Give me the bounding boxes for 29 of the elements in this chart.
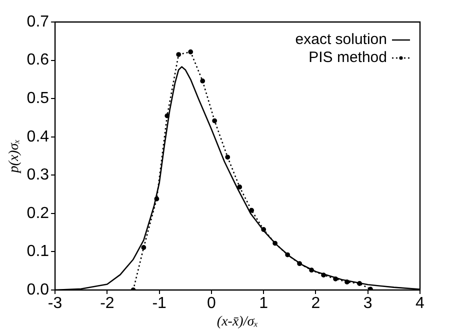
- y-tick-label: 0.1: [26, 243, 50, 260]
- x-tick-label: 2: [311, 295, 320, 312]
- x-tick-label: 1: [259, 295, 268, 312]
- x-tick-label: -3: [48, 295, 62, 312]
- y-axis-title: p(x)σₓ: [7, 139, 22, 174]
- point: [368, 286, 373, 290]
- y-tick-label: 0.0: [26, 281, 50, 298]
- y-tick-label: 0.7: [26, 13, 50, 30]
- point: [188, 49, 194, 54]
- point: [225, 154, 230, 160]
- x-tick-label: 0: [207, 295, 216, 312]
- point: [141, 245, 146, 250]
- legend-label: PIS method: [308, 49, 387, 66]
- x-tick-label: -2: [100, 295, 114, 312]
- point: [200, 78, 206, 84]
- x-axis-title: (x-x̄)/σₓ: [216, 314, 258, 330]
- x-tick-label: 4: [416, 295, 425, 312]
- y-tick-label: 0.6: [26, 52, 50, 69]
- x-tick-label: 3: [363, 295, 372, 312]
- y-tick-label: 0.4: [26, 128, 50, 146]
- point: [249, 208, 254, 213]
- point: [237, 184, 242, 190]
- point: [176, 52, 182, 57]
- legend-label: exact solution: [295, 31, 387, 48]
- point: [212, 118, 218, 124]
- y-tick-label: 0.2: [26, 204, 50, 222]
- y-tick-label: 0.3: [26, 166, 50, 184]
- y-tick-label: 0.5: [26, 90, 50, 107]
- x-tick-label: -1: [152, 295, 167, 312]
